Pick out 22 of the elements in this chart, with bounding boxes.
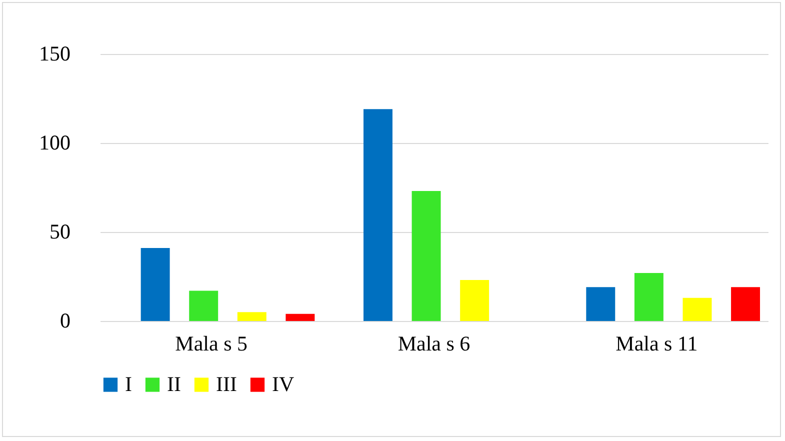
bar	[731, 287, 760, 321]
legend-label: II	[167, 372, 181, 396]
y-tick-label: 50	[50, 220, 70, 244]
bar	[189, 290, 218, 321]
y-tick-label: 0	[60, 308, 70, 332]
y-tick-label: 150	[39, 42, 70, 66]
x-tick-label: Mala s 5	[175, 332, 248, 356]
bar	[682, 298, 712, 321]
legend-label: III	[216, 372, 237, 396]
y-tick-label: 100	[39, 130, 70, 154]
bar	[460, 280, 490, 321]
bar	[364, 109, 392, 321]
x-tick-label: Mala s 6	[398, 332, 470, 356]
bar	[586, 287, 616, 321]
bar	[237, 312, 266, 321]
x-tick-label: Mala s 11	[616, 332, 698, 356]
legend-label: I	[125, 372, 132, 396]
bar	[140, 248, 170, 321]
legend-label: IV	[272, 372, 294, 396]
bar	[634, 272, 664, 321]
bar	[286, 314, 315, 321]
bar	[412, 191, 441, 321]
